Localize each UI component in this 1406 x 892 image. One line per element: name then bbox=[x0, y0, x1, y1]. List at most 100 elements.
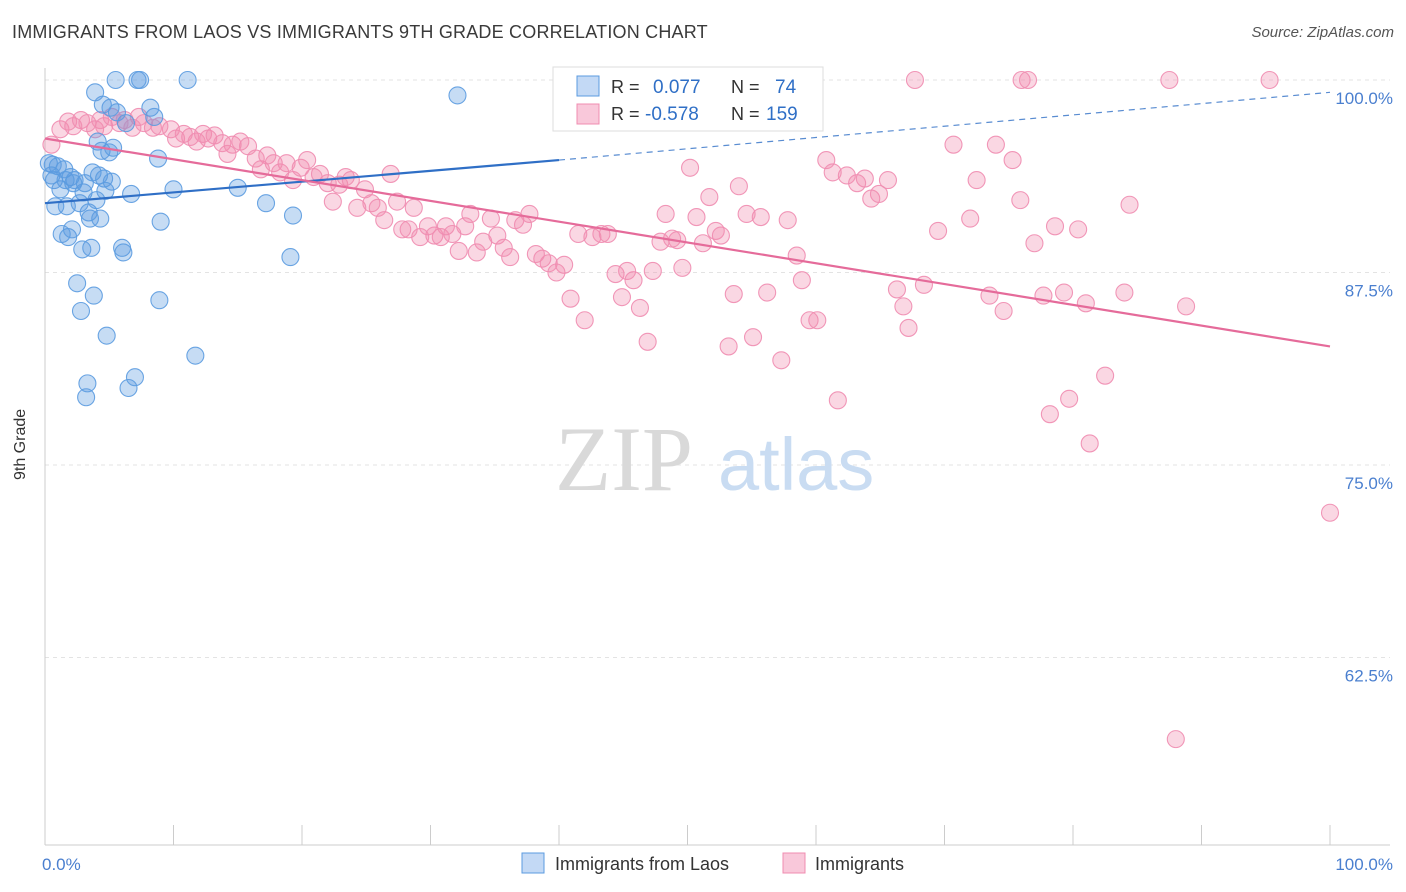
trend-lines bbox=[44, 91, 1331, 348]
immigrants-point-135 bbox=[986, 135, 1005, 154]
immigrants-point-33 bbox=[264, 154, 283, 173]
y-tick-labels: 100.0% 87.5% 75.0% 62.5% bbox=[1335, 89, 1393, 686]
immigrants-point-127 bbox=[899, 318, 918, 337]
immigrants-point-57 bbox=[418, 217, 437, 236]
stats-r-label-laos: R = bbox=[611, 77, 640, 97]
legend-label-immigrants: Immigrants bbox=[815, 854, 904, 874]
immigrants-point-104 bbox=[724, 285, 743, 304]
immigrants-point-65 bbox=[467, 243, 486, 262]
immigrants-point-142 bbox=[1040, 405, 1059, 424]
immigrants-point-91 bbox=[643, 261, 662, 281]
laos-point-19 bbox=[73, 240, 92, 259]
axes bbox=[44, 68, 1390, 846]
legend-swatch-laos bbox=[521, 852, 545, 874]
immigrants-point-59 bbox=[431, 228, 450, 247]
watermark: ZIP atlas bbox=[555, 408, 874, 510]
immigrants-point-88 bbox=[624, 271, 643, 290]
immigrants-point-77 bbox=[547, 263, 566, 282]
immigrants-point-153 bbox=[1166, 730, 1185, 749]
immigrants-point-143 bbox=[1045, 217, 1065, 236]
laos-point-37 bbox=[96, 181, 115, 200]
immigrants-point-149 bbox=[1096, 366, 1115, 385]
immigrants-point-145 bbox=[1060, 389, 1079, 408]
laos-point-13 bbox=[62, 220, 82, 239]
immigrants-point-8 bbox=[95, 117, 114, 136]
laos-point-54 bbox=[145, 107, 164, 127]
immigrants-point-107 bbox=[743, 328, 763, 347]
immigrants-point-69 bbox=[494, 238, 513, 257]
laos-point-46 bbox=[114, 243, 133, 262]
immigrants-point-50 bbox=[375, 211, 394, 230]
immigrants-point-103 bbox=[719, 337, 738, 356]
immigrants-point-117 bbox=[823, 163, 842, 182]
immigrants-point-155 bbox=[1260, 70, 1279, 90]
immigrants-point-128 bbox=[905, 70, 924, 90]
y-tick-label-1: 87.5% bbox=[1345, 282, 1393, 301]
y-tick-label-2: 75.0% bbox=[1345, 474, 1393, 493]
stats-n-label-immigrants: N = bbox=[731, 104, 760, 124]
immigrants-point-110 bbox=[772, 351, 791, 370]
laos-point-25 bbox=[80, 209, 100, 228]
immigrants-point-113 bbox=[792, 271, 811, 290]
stats-n-value-laos: 74 bbox=[775, 77, 797, 98]
immigrants-point-146 bbox=[1069, 220, 1088, 239]
stats-r-label-immigrants: R = bbox=[611, 104, 640, 124]
immigrants-point-75 bbox=[533, 249, 552, 268]
immigrants-point-14 bbox=[134, 114, 153, 133]
immigrants-point-148 bbox=[1080, 434, 1099, 453]
immigrants-point-115 bbox=[808, 311, 827, 330]
laos-point-63 bbox=[281, 248, 300, 267]
stats-r-value-laos: 0.077 bbox=[653, 77, 701, 98]
laos-point-26 bbox=[82, 238, 101, 257]
immigrants-point-106 bbox=[737, 204, 756, 224]
laos-point-23 bbox=[78, 374, 97, 393]
stats-n-label-laos: N = bbox=[731, 77, 760, 97]
immigrants-point-139 bbox=[1018, 70, 1038, 90]
watermark-zip: ZIP bbox=[555, 408, 693, 510]
laos-point-58 bbox=[164, 180, 183, 199]
x-tick-labels: 0.0% 100.0% bbox=[42, 855, 1393, 874]
immigrants-point-64 bbox=[461, 204, 480, 224]
immigrants-point-138 bbox=[1011, 191, 1030, 210]
immigrants-point-136 bbox=[994, 301, 1013, 321]
immigrants-point-97 bbox=[681, 158, 700, 177]
trend-line-laos-extended bbox=[558, 91, 1331, 161]
trend-line-immigrants bbox=[44, 137, 1331, 348]
immigrants-point-38 bbox=[298, 151, 317, 170]
laos-point-40 bbox=[101, 98, 120, 117]
series-immigrants bbox=[42, 70, 1340, 749]
immigrants-point-125 bbox=[887, 280, 907, 299]
immigrants-point-62 bbox=[449, 241, 468, 260]
immigrants-point-16 bbox=[150, 117, 169, 136]
laos-point-52 bbox=[131, 70, 150, 90]
y-axis-label: 9th Grade bbox=[12, 408, 29, 480]
immigrants-point-147 bbox=[1076, 294, 1095, 313]
immigrants-point-85 bbox=[606, 264, 625, 284]
immigrants-point-140 bbox=[1025, 234, 1044, 253]
immigrants-point-12 bbox=[123, 118, 142, 137]
immigrants-point-70 bbox=[501, 248, 520, 267]
immigrants-point-42 bbox=[323, 192, 342, 211]
stats-r-value-immigrants: -0.578 bbox=[645, 104, 699, 125]
immigrants-point-131 bbox=[944, 135, 963, 154]
immigrants-point-46 bbox=[348, 198, 367, 217]
immigrants-point-154 bbox=[1177, 297, 1196, 316]
laos-point-33 bbox=[91, 209, 110, 228]
immigrants-point-150 bbox=[1115, 283, 1134, 302]
immigrants-point-48 bbox=[362, 194, 381, 213]
immigrants-point-98 bbox=[687, 208, 706, 227]
x-tick-label-0: 0.0% bbox=[42, 855, 81, 874]
stats-swatch-immigrants bbox=[576, 103, 600, 125]
immigrants-point-130 bbox=[929, 221, 948, 240]
chart-source: Source: ZipAtlas.com bbox=[1251, 24, 1394, 41]
y-tick-label-3: 62.5% bbox=[1345, 667, 1393, 686]
laos-point-43 bbox=[106, 70, 125, 90]
immigrants-point-11 bbox=[115, 110, 134, 130]
laos-point-59 bbox=[178, 70, 197, 90]
immigrants-point-102 bbox=[711, 226, 730, 245]
laos-point-49 bbox=[122, 184, 141, 204]
immigrants-point-81 bbox=[575, 311, 594, 330]
laos-point-62 bbox=[256, 194, 276, 213]
immigrants-point-78 bbox=[555, 255, 574, 274]
immigrants-point-30 bbox=[246, 149, 265, 168]
